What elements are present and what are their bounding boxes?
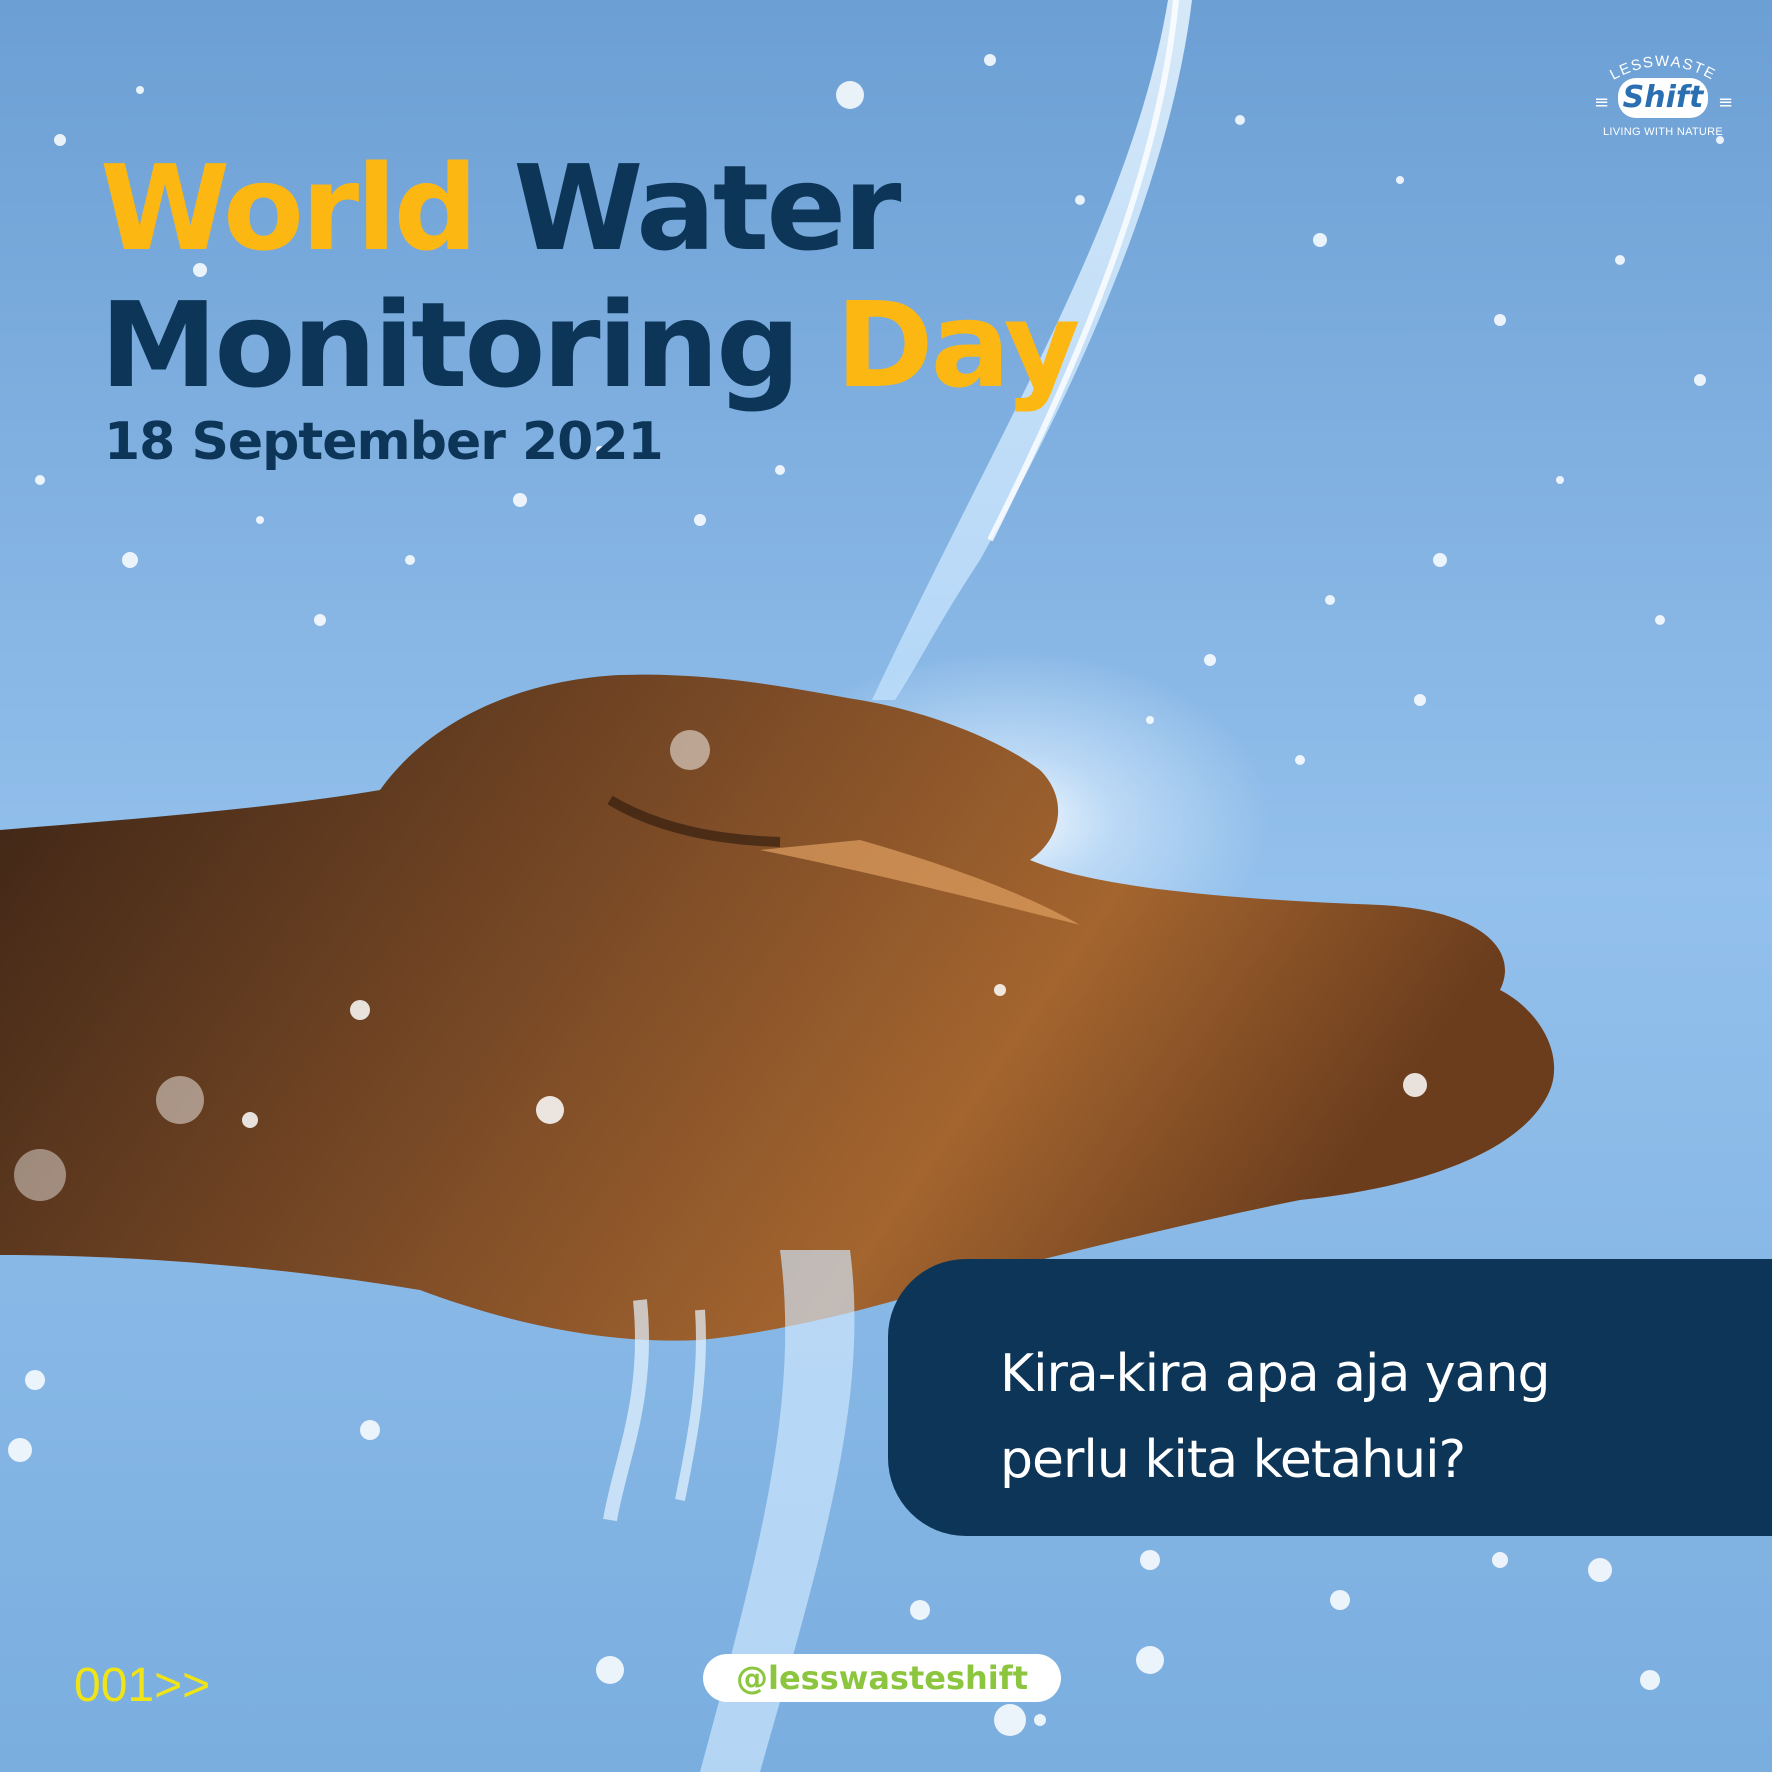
- logo-brand: Shift: [1618, 78, 1708, 118]
- page-number: 001>>: [74, 1659, 211, 1712]
- headline-line-1: World Water: [100, 140, 1078, 277]
- palm-highlight: [760, 840, 1080, 925]
- headline-world: World: [100, 139, 478, 277]
- water-stream: [872, 0, 1192, 700]
- arm-hand: [0, 674, 1555, 1341]
- question-panel: Kira-kira apa aja yang perlu kita ketahu…: [888, 1259, 1772, 1536]
- brand-logo: LESSWASTE ≡ Shift ≡ LIVING WITH NATURE: [1582, 52, 1744, 146]
- sparkle-left-icon: ≡: [1594, 92, 1610, 113]
- headline-day: Day: [835, 276, 1081, 414]
- question-text: Kira-kira apa aja yang perlu kita ketahu…: [1000, 1331, 1550, 1503]
- headline: World Water Monitoring Day: [100, 140, 1081, 414]
- question-line-1: Kira-kira apa aja yang: [1000, 1344, 1550, 1404]
- water-stream-highlight: [987, 0, 1179, 542]
- social-handle-badge[interactable]: @lesswasteshift: [703, 1654, 1061, 1702]
- thumb-shadow: [607, 795, 781, 847]
- sparkle-right-icon: ≡: [1718, 92, 1734, 113]
- headline-line-2: Monitoring Day: [100, 276, 1081, 414]
- event-date: 18 September 2021: [104, 412, 664, 472]
- question-line-2: perlu kita ketahui?: [1000, 1430, 1466, 1490]
- water-droplets: [8, 54, 1724, 1736]
- water-drip: [700, 1250, 855, 1772]
- headline-water: Water: [475, 139, 901, 277]
- headline-monitoring: Monitoring: [100, 276, 836, 414]
- logo-tagline: LIVING WITH NATURE: [1602, 126, 1724, 138]
